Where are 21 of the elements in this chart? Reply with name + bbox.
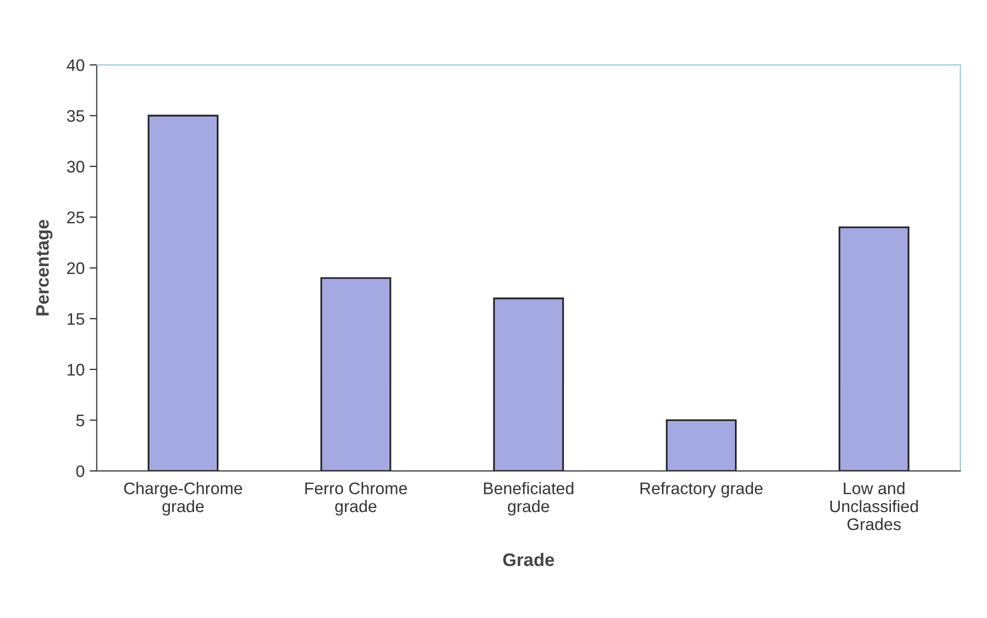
bar (666, 419, 737, 471)
y-tick-label: 30 (67, 160, 84, 173)
x-tick-label: Ferro Chrome grade (305, 482, 407, 516)
y-tick-label: 35 (67, 110, 84, 122)
x-tick-label: Low and Unclassified Grades (830, 482, 918, 530)
y-tick-label: 20 (67, 262, 84, 274)
y-tick-label: 40 (66, 59, 84, 72)
y-tick-label: 5 (76, 414, 84, 426)
y-tick-label: 10 (68, 364, 84, 376)
y-tick-label: 0 (76, 465, 84, 478)
x-tick-label: Beneficiated grade (484, 482, 574, 516)
y-tick-label: 15 (68, 313, 84, 325)
x-tick-label: Refractory grade (640, 482, 763, 498)
x-tick-label: Charge-Chrome grade (124, 482, 242, 516)
bar (493, 298, 564, 471)
y-axis-title: Percentage (36, 220, 52, 316)
bar (148, 114, 218, 471)
x-axis-title: Grade (503, 552, 554, 566)
y-tick-label: 25 (67, 212, 84, 224)
bar (320, 277, 392, 471)
bar (838, 226, 910, 471)
